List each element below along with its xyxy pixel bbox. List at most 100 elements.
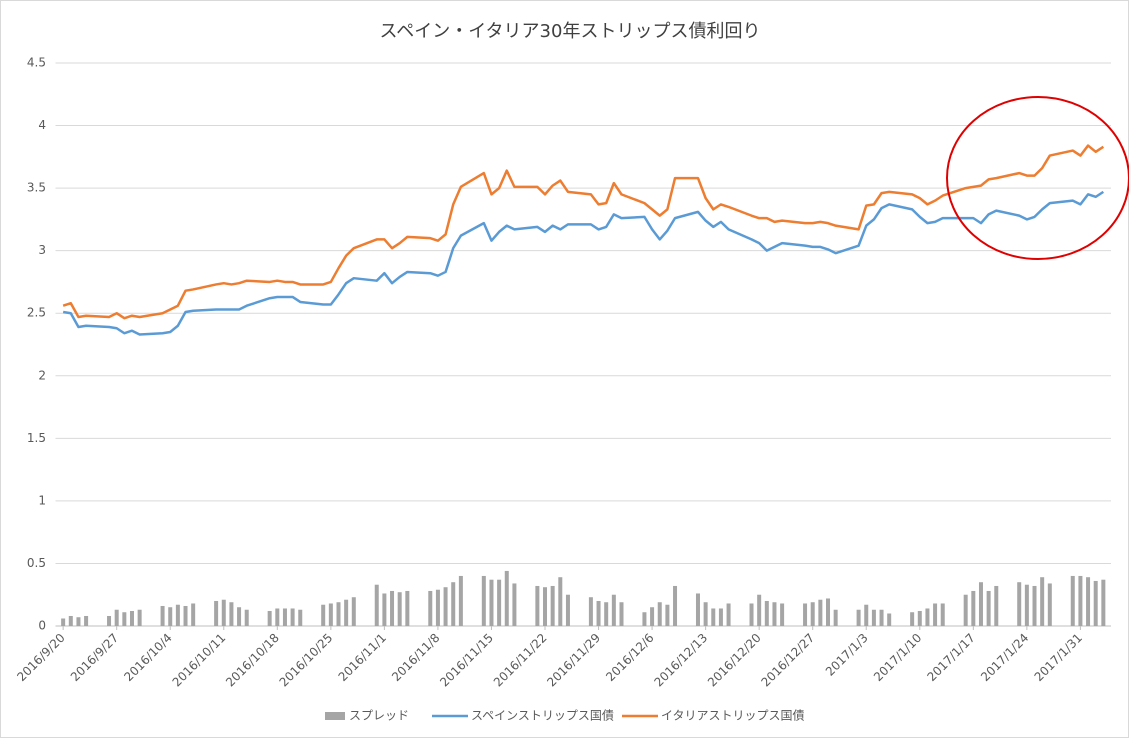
marks xyxy=(61,144,1106,626)
bar xyxy=(497,579,502,626)
bar xyxy=(390,590,395,626)
bar xyxy=(336,602,341,626)
bar xyxy=(558,577,563,626)
bar xyxy=(168,607,173,626)
bar xyxy=(657,602,662,626)
bar xyxy=(1101,579,1106,626)
bar xyxy=(328,603,333,626)
y-tick-label: 2.5 xyxy=(27,306,46,320)
bar xyxy=(397,592,402,626)
bar xyxy=(810,602,815,626)
bar xyxy=(871,609,876,626)
bar xyxy=(910,612,915,626)
bar xyxy=(428,590,433,626)
bar xyxy=(971,590,976,626)
bar xyxy=(129,610,134,626)
bar xyxy=(435,589,440,626)
bar xyxy=(191,603,196,626)
bar xyxy=(114,609,119,626)
bar xyxy=(351,597,356,626)
bar xyxy=(986,590,991,626)
bar xyxy=(1032,585,1037,626)
bar xyxy=(122,612,127,626)
bar xyxy=(611,594,616,626)
bar xyxy=(481,575,486,626)
bar xyxy=(1070,575,1075,626)
bar xyxy=(382,593,387,626)
bar xyxy=(933,603,938,626)
y-tick-label: 2 xyxy=(38,368,46,382)
bar xyxy=(1017,582,1022,626)
bar xyxy=(940,603,945,626)
bar xyxy=(1024,584,1029,626)
bar xyxy=(405,590,410,626)
bar xyxy=(772,602,777,626)
bar xyxy=(673,585,678,626)
bar xyxy=(596,600,601,626)
bar xyxy=(1093,580,1098,626)
line xyxy=(62,144,1105,320)
bar xyxy=(818,599,823,626)
bar xyxy=(451,582,456,626)
bar xyxy=(61,618,66,626)
bar xyxy=(749,603,754,626)
bar xyxy=(321,604,326,626)
bar xyxy=(1040,577,1045,626)
bar xyxy=(703,602,708,626)
bar xyxy=(76,617,81,626)
y-tick-label: 4 xyxy=(38,118,46,132)
y-tick-label: 0.5 xyxy=(27,556,46,570)
y-tick-label: 3 xyxy=(38,243,46,257)
y-tick-label: 3.5 xyxy=(27,181,46,195)
bar xyxy=(978,582,983,626)
bar xyxy=(604,602,609,626)
bar xyxy=(917,610,922,626)
bar xyxy=(642,612,647,626)
bar xyxy=(1078,575,1083,626)
bar xyxy=(275,608,280,626)
bar xyxy=(711,608,716,626)
bar xyxy=(244,609,249,626)
legend: スプレッド スペインストリップス国債 イタリアストリップス国債 xyxy=(325,708,805,723)
y-tick-label: 1.5 xyxy=(27,431,46,445)
bar xyxy=(718,608,723,626)
bar xyxy=(543,587,548,626)
bar xyxy=(237,607,242,626)
bar xyxy=(757,594,762,626)
bar xyxy=(550,585,555,626)
bar xyxy=(833,609,838,626)
bar xyxy=(1047,583,1052,626)
bar xyxy=(588,597,593,626)
highlight-circle xyxy=(946,96,1129,260)
bar xyxy=(290,608,295,626)
bar xyxy=(229,602,234,626)
bar xyxy=(282,608,287,626)
chart-title: スペイン・イタリア30年ストリップス債利回り xyxy=(380,21,761,42)
bar xyxy=(780,603,785,626)
bar xyxy=(994,585,999,626)
bar xyxy=(856,609,861,626)
bar xyxy=(879,609,884,626)
bar xyxy=(1086,577,1091,626)
bar xyxy=(619,602,624,626)
bar xyxy=(803,603,808,626)
bar xyxy=(175,604,180,626)
bar xyxy=(183,605,188,626)
bar xyxy=(267,610,272,626)
bar xyxy=(298,609,303,626)
bar xyxy=(535,585,540,626)
legend-label: スプレッド xyxy=(349,709,409,723)
legend-swatch xyxy=(325,712,345,720)
line xyxy=(62,190,1105,336)
y-tick-label: 0 xyxy=(38,619,46,633)
bar xyxy=(512,583,517,626)
bar xyxy=(925,608,930,626)
bar xyxy=(665,604,670,626)
bar xyxy=(565,594,570,626)
bar xyxy=(374,584,379,626)
bar xyxy=(137,609,142,626)
bar xyxy=(695,593,700,626)
bar xyxy=(107,615,112,626)
